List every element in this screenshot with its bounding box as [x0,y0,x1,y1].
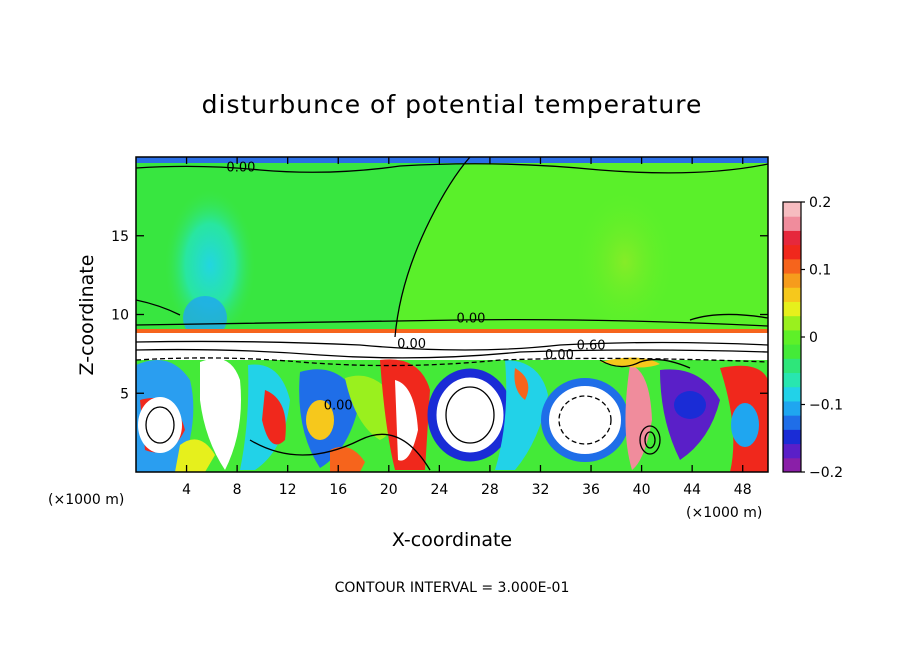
x-tick-label: 20 [380,482,398,498]
y-axis-label: Z-coordinate [76,255,98,376]
colorbar-swatch [783,457,801,473]
colorbar-swatch [783,244,801,260]
colorbar-swatch [783,372,801,388]
contour-label: 0.00 [226,160,255,175]
colorbar-swatch [783,258,801,274]
contour-lines [136,157,768,471]
contour-interval-footer: CONTOUR INTERVAL = 3.000E-01 [335,580,570,596]
contour-label: 0.00 [397,337,426,352]
x-axis: 4 8 12 16 20 24 28 32 36 40 44 48 [182,157,752,498]
y-tick-label: 15 [111,229,129,245]
colorbar-swatch [783,443,801,459]
x-tick-label: 36 [582,482,600,498]
contour-label: 0.00 [456,312,485,327]
x-tick-label: 48 [734,482,752,498]
x-tick-label: 16 [329,482,347,498]
colorbar-tick-label: 0.2 [809,195,831,211]
colorbar-tick-label: 0.1 [809,263,831,279]
lime-plume-right [575,190,675,334]
x-unit-label-left: (×1000 m) [48,492,124,508]
top-boundary-band [136,157,768,163]
colorbar-swatch [783,415,801,430]
y-tick-label: 10 [111,308,129,324]
x-tick-label: 24 [430,482,448,498]
colorbar-swatch [783,358,801,374]
x-tick-label: 32 [532,482,550,498]
x-tick-label: 8 [233,482,242,498]
x-unit-label-right: (×1000 m) [686,505,762,521]
colorbar-swatch [783,429,801,445]
y-axis: 5 10 15 [111,229,768,402]
contour-label: 0.60 [577,338,606,353]
contour-labels: 0.000.000.000.000.600.00 [226,160,605,413]
colorbar-tick-label: 0 [809,330,818,346]
contour-label: 0.00 [324,398,353,413]
y-tick-label: 5 [120,386,129,402]
colorbar-swatch [783,329,801,345]
colorbar-swatch [783,386,801,402]
colorbar-swatch [783,400,801,416]
colorbar: 0.2 0.1 0 −0.1 −0.2 [782,195,843,481]
colorbar-swatch [783,287,801,302]
colorbar-swatch [783,202,801,217]
colorbar-swatch [783,315,801,331]
colorbar-tick-label: −0.2 [809,465,843,481]
x-tick-label: 28 [481,482,499,498]
colorbar-swatch [783,273,801,288]
colorbar-tick-label: −0.1 [809,398,843,414]
chart-title: disturbunce of potential temperature [202,90,703,119]
cyan-plume-left [165,190,255,340]
colorbar-swatch [783,216,801,231]
colorbar-swatch [783,301,801,317]
x-axis-label: X-coordinate [392,529,512,551]
contour-label: 0.00 [545,348,574,363]
x-tick-label: 12 [279,482,297,498]
turbulent-eddies [136,357,768,472]
tropopause-band-orange [136,329,768,333]
colorbar-swatch [783,230,801,246]
x-tick-label: 4 [182,482,191,498]
field-plot-area [136,157,768,472]
x-tick-label: 40 [633,482,651,498]
x-tick-label: 44 [683,482,701,498]
colorbar-swatch [783,344,801,359]
tropopause-band-white [136,333,768,340]
